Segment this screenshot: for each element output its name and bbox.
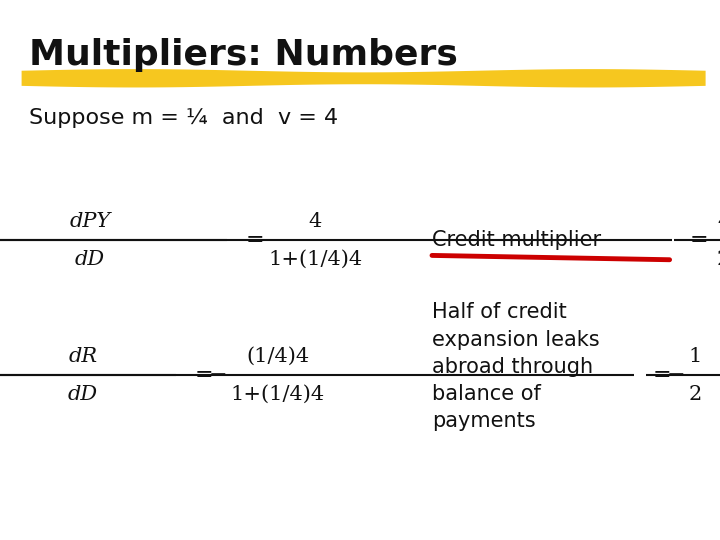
Text: −: − <box>209 364 228 386</box>
Text: 1+(1/4)4: 1+(1/4)4 <box>268 250 362 269</box>
Text: −: − <box>667 364 685 386</box>
Text: 2: 2 <box>689 385 702 404</box>
Text: Suppose m = ¼  and  v = 4: Suppose m = ¼ and v = 4 <box>29 108 338 128</box>
Text: Multipliers: Numbers: Multipliers: Numbers <box>29 38 458 72</box>
Text: 1: 1 <box>689 347 702 366</box>
Text: 4: 4 <box>717 212 720 231</box>
Polygon shape <box>22 69 706 87</box>
Text: 2: 2 <box>717 250 720 269</box>
Text: =: = <box>690 230 708 251</box>
Text: (1/4)4: (1/4)4 <box>246 347 310 366</box>
Text: dPY: dPY <box>69 212 111 231</box>
Text: =: = <box>652 364 671 386</box>
Text: Credit multiplier: Credit multiplier <box>432 230 601 249</box>
Text: 1+(1/4)4: 1+(1/4)4 <box>230 385 325 404</box>
Text: dD: dD <box>68 385 98 404</box>
Text: dD: dD <box>75 250 105 269</box>
Text: Half of credit
expansion leaks
abroad through
balance of
payments: Half of credit expansion leaks abroad th… <box>432 302 600 431</box>
Text: =: = <box>194 364 213 386</box>
Text: dR: dR <box>68 347 97 366</box>
Text: =: = <box>246 230 264 251</box>
Text: 4: 4 <box>308 212 322 231</box>
